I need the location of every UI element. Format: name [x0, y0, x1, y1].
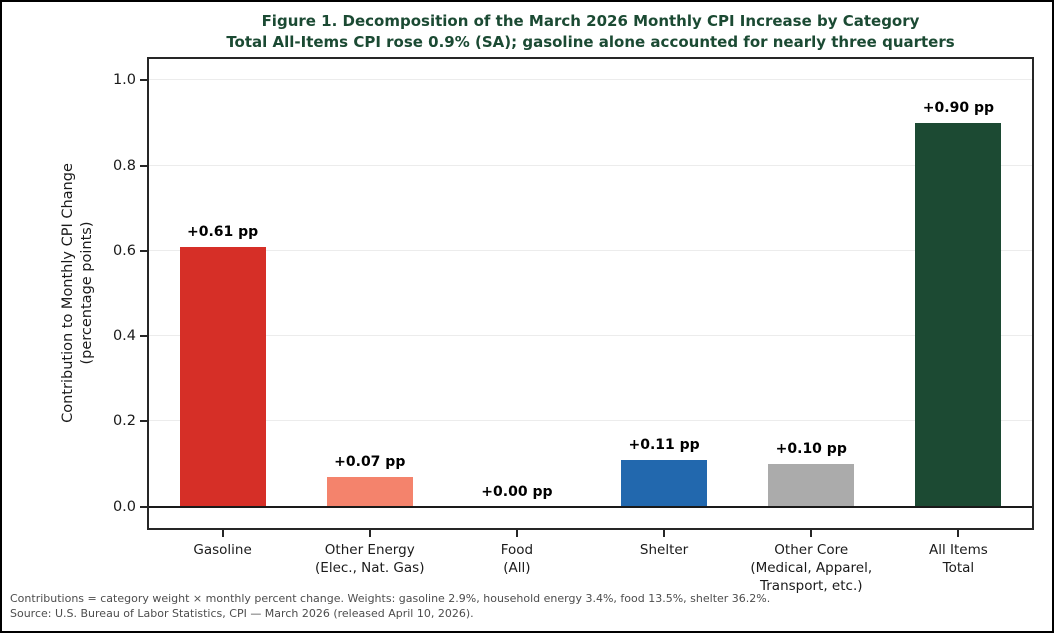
x-tick-mark: [368, 530, 371, 537]
footnote-line-2: Source: U.S. Bureau of Labor Statistics,…: [10, 607, 474, 620]
x-tick-mark: [663, 530, 666, 537]
y-tick-mark: [140, 420, 147, 423]
y-tick-label: 1.0: [112, 72, 136, 89]
zero-baseline: [149, 505, 1032, 508]
bar: [326, 476, 413, 507]
bar: [915, 122, 1002, 507]
footnote-line-1: Contributions = category weight × monthl…: [10, 592, 771, 605]
footnote: Contributions = category weight × monthl…: [10, 591, 770, 621]
y-axis-label: Contribution to Monthly CPI Change (perc…: [60, 163, 95, 423]
x-tick-mark: [957, 530, 960, 537]
title-block: Figure 1. Decomposition of the March 202…: [147, 11, 1034, 53]
gridline: [149, 79, 1032, 81]
x-tick-label: Other Energy (Elec., Nat. Gas): [315, 542, 425, 576]
bar-value-label: +0.90 pp: [922, 99, 995, 116]
y-tick-label: 0.2: [112, 413, 136, 430]
y-tick-label: 0.6: [112, 242, 136, 259]
x-tick-label: Other Core (Medical, Apparel, Transport,…: [750, 542, 873, 594]
figure-subtitle: Total All-Items CPI rose 0.9% (SA); gaso…: [226, 33, 955, 51]
bar-value-label: +0.00 pp: [481, 483, 553, 500]
plot-area: +0.61 pp +0.07 pp +0.00 pp +0.11 pp +0.10 pp…: [147, 57, 1034, 530]
gridline: [149, 164, 1032, 166]
gridline: [149, 420, 1032, 422]
bar-value-label: +0.10 pp: [775, 441, 847, 458]
x-tick-label: Gasoline: [193, 542, 252, 558]
x-tick-mark: [515, 530, 518, 537]
x-tick-label: Shelter: [639, 542, 689, 558]
y-tick-mark: [140, 164, 147, 167]
y-tick-mark: [140, 249, 147, 252]
y-tick-label: 0.0: [112, 498, 136, 515]
y-tick-mark: [140, 79, 147, 82]
y-tick-mark: [140, 505, 147, 508]
bar-value-label: +0.61 pp: [186, 223, 259, 240]
y-tick-label: 0.4: [112, 328, 136, 345]
figure-title: Figure 1. Decomposition of the March 202…: [261, 12, 920, 30]
bar: [621, 459, 708, 507]
bar: [768, 464, 855, 507]
x-tick-label: Food (All): [500, 542, 534, 576]
gridline: [149, 335, 1032, 337]
x-tick-label: All Items Total: [929, 542, 988, 576]
y-tick-mark: [140, 335, 147, 338]
gridline: [149, 249, 1032, 251]
bar: [179, 246, 266, 507]
bar-value-label: +0.07 pp: [334, 453, 406, 470]
x-tick-mark: [810, 530, 813, 537]
bar-value-label: +0.11 pp: [628, 436, 700, 453]
y-tick-label: 0.8: [112, 157, 136, 174]
x-tick-mark: [221, 530, 224, 537]
